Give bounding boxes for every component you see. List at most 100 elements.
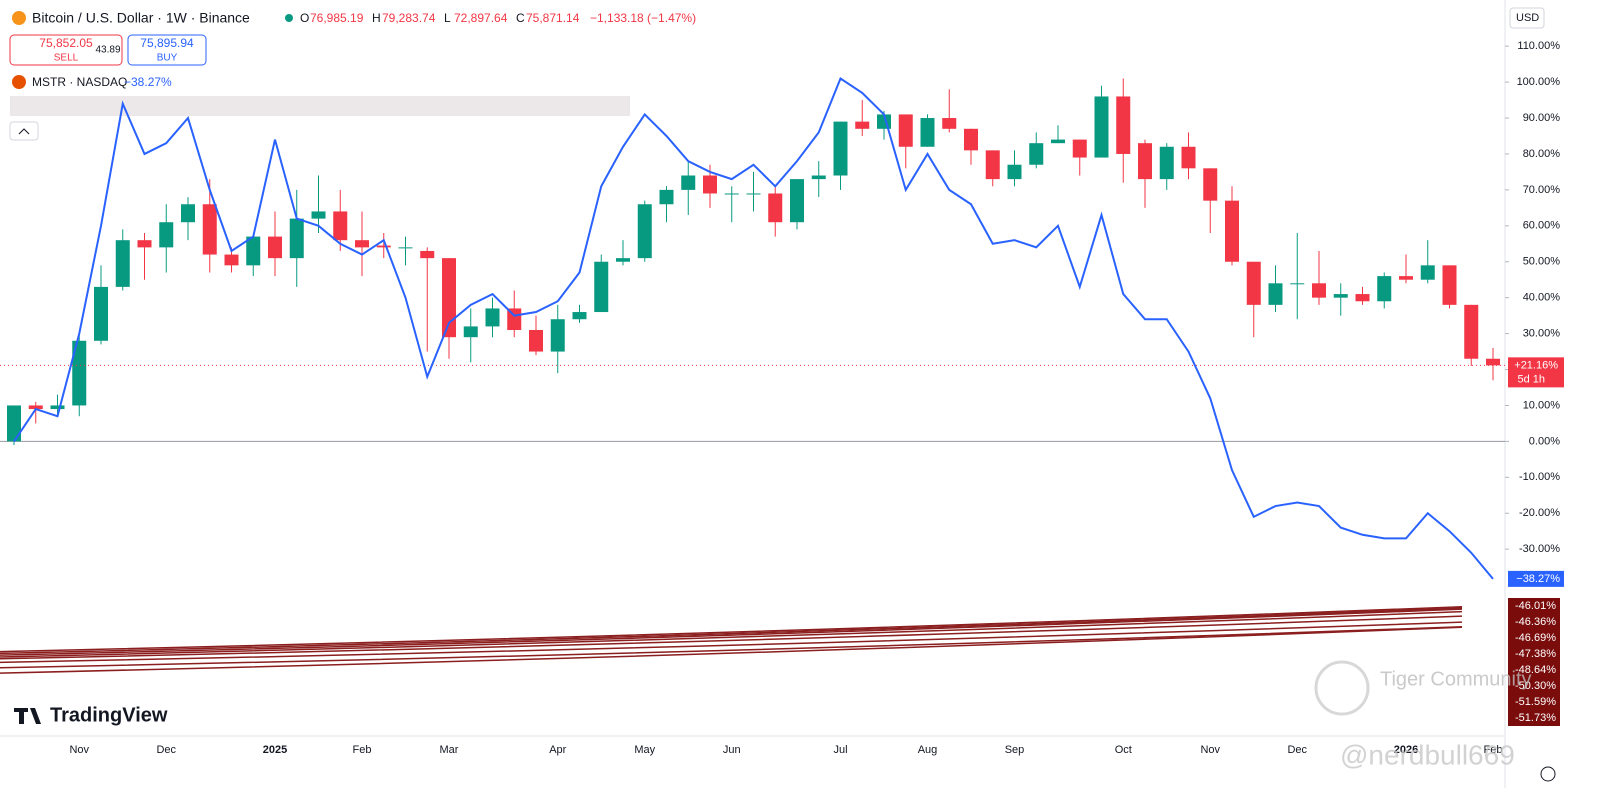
band-line bbox=[0, 625, 1463, 669]
y-tick-label: 100.00% bbox=[1517, 76, 1561, 88]
candle-body bbox=[311, 211, 326, 219]
candle-body bbox=[463, 326, 478, 338]
band-label-bg bbox=[1508, 646, 1560, 662]
last-price-bg bbox=[1508, 357, 1564, 388]
x-tick-label: Dec bbox=[156, 744, 176, 756]
watermark: Tiger Community bbox=[1380, 668, 1532, 690]
band-label-bg bbox=[1508, 678, 1560, 694]
band-label: -46.36% bbox=[1515, 616, 1556, 628]
candle-body bbox=[985, 150, 1000, 180]
x-tick-label: Nov bbox=[69, 744, 89, 756]
band-line bbox=[0, 621, 1463, 664]
band-label-bg bbox=[1508, 710, 1560, 726]
y-tick-label: 10.00% bbox=[1523, 399, 1561, 411]
x-tick-label: Oct bbox=[1115, 744, 1132, 756]
band-line bbox=[0, 607, 1463, 655]
band-line bbox=[0, 610, 1463, 658]
buy-label: BUY bbox=[157, 53, 178, 64]
candle-body bbox=[376, 245, 391, 248]
candle-body bbox=[398, 247, 413, 249]
symbol-title: Bitcoin / U.S. Dollar · 1W · Binance bbox=[32, 10, 250, 26]
settings-icon[interactable] bbox=[1540, 766, 1556, 782]
ohlc-key: C bbox=[516, 11, 525, 25]
candle-body bbox=[1312, 283, 1326, 298]
band-label: -46.01% bbox=[1515, 600, 1556, 612]
candle-body bbox=[181, 204, 195, 223]
x-tick-label: Sep bbox=[1005, 744, 1025, 756]
band-line bbox=[0, 605, 1463, 653]
x-tick-label: 2026 bbox=[1394, 744, 1418, 756]
ohlc: O 76,985.19 H 79,283.74 L 72,897.64 C 75,871.14… bbox=[300, 11, 696, 25]
candle-body bbox=[420, 250, 435, 259]
y-tick-label: 90.00% bbox=[1523, 112, 1561, 124]
candle-body bbox=[1072, 139, 1087, 158]
candle-body bbox=[72, 340, 87, 406]
candle-body bbox=[724, 193, 739, 195]
candle-body bbox=[1290, 283, 1305, 285]
candle-body bbox=[1203, 168, 1218, 201]
band-line bbox=[0, 626, 1463, 674]
candle-body bbox=[529, 330, 543, 352]
candle-body bbox=[1333, 294, 1348, 298]
x-tick-label: Mar bbox=[440, 744, 459, 756]
y-tick-label: 40.00% bbox=[1523, 292, 1561, 304]
candle-body bbox=[333, 211, 348, 241]
candle-body bbox=[94, 286, 108, 341]
ohlc-change: −1,133.18 (−1.47%) bbox=[590, 11, 696, 25]
x-tick-label: Feb bbox=[1484, 744, 1503, 756]
candle-body bbox=[768, 193, 783, 223]
y-tick-label: 80.00% bbox=[1523, 148, 1561, 160]
y-tick-label: 60.00% bbox=[1523, 220, 1561, 232]
candle-body bbox=[1094, 96, 1109, 158]
x-tick-label: Apr bbox=[549, 744, 566, 756]
candle-body bbox=[1116, 96, 1131, 154]
candle-body bbox=[289, 218, 304, 259]
series-last-label: −38.27% bbox=[1516, 573, 1560, 585]
y-tick-label: 110.00% bbox=[1517, 40, 1560, 52]
candle-body bbox=[1051, 139, 1065, 144]
candle-body bbox=[659, 189, 674, 205]
ohlc-value: 76,985.19 bbox=[310, 11, 364, 25]
band-label-bg bbox=[1508, 630, 1560, 646]
buy-price: 75,895.94 bbox=[140, 36, 194, 50]
currency-button[interactable] bbox=[1509, 7, 1545, 29]
candle-body bbox=[550, 319, 565, 352]
band-label: -50.30% bbox=[1515, 680, 1556, 692]
candle-body bbox=[942, 118, 957, 129]
collapse-button[interactable] bbox=[9, 121, 39, 141]
band-label: -51.73% bbox=[1515, 712, 1556, 724]
candle-body bbox=[572, 312, 587, 320]
candle-body bbox=[1159, 146, 1174, 180]
legend-value: −38.27% bbox=[124, 75, 172, 89]
candle-body bbox=[1442, 265, 1457, 305]
sell-button[interactable] bbox=[9, 34, 123, 66]
candle-body bbox=[28, 405, 43, 410]
band-label-bg bbox=[1508, 662, 1560, 678]
candle-body bbox=[1246, 261, 1261, 305]
candle-body bbox=[507, 308, 522, 331]
candle-body bbox=[1420, 265, 1435, 280]
candle-body bbox=[616, 258, 630, 262]
brand-logo bbox=[14, 708, 41, 724]
y-tick-label: -20.00% bbox=[1519, 507, 1560, 519]
candle-body bbox=[1138, 143, 1152, 180]
currency: USD bbox=[1516, 12, 1539, 24]
band-label-bg bbox=[1508, 694, 1560, 710]
series-label-bg bbox=[1508, 570, 1564, 587]
ohlc-key: L bbox=[444, 11, 451, 25]
candle-body bbox=[442, 258, 456, 338]
candle-body bbox=[811, 175, 826, 180]
candle-body bbox=[746, 193, 761, 195]
blurred-area bbox=[10, 96, 630, 116]
y-tick-label: -30.00% bbox=[1519, 543, 1560, 555]
candle-body bbox=[355, 240, 369, 248]
buy-button[interactable] bbox=[127, 34, 207, 66]
band-label-bg bbox=[1508, 614, 1560, 630]
candle-body bbox=[594, 261, 609, 313]
y-tick-label: 30.00% bbox=[1523, 328, 1561, 340]
candle-body bbox=[681, 175, 696, 190]
band-line bbox=[0, 608, 1463, 656]
candle-body bbox=[485, 308, 500, 327]
candle-body bbox=[1464, 304, 1479, 359]
